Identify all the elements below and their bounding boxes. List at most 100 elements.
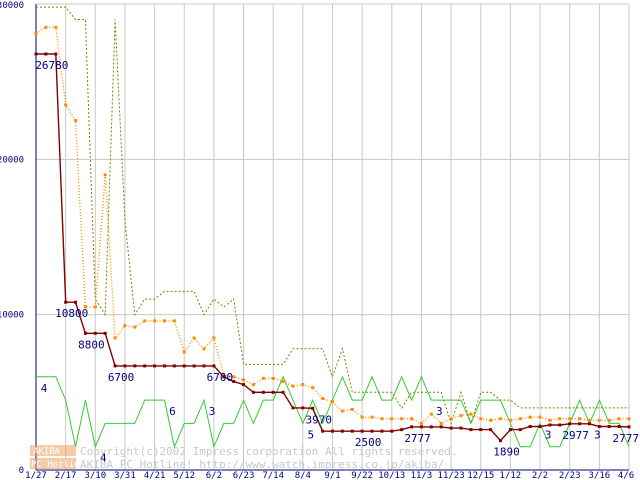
min-point: [350, 429, 354, 433]
average-point: [251, 383, 255, 387]
average-point: [499, 417, 503, 421]
min-point: [400, 428, 404, 432]
average-point: [538, 415, 542, 419]
average-point: [331, 400, 334, 404]
average-point: [479, 417, 483, 421]
min-point: [597, 425, 601, 429]
shop-count-label: 4: [41, 382, 48, 395]
series-max-line: [36, 6, 629, 426]
min-point: [182, 364, 186, 368]
average-point: [74, 119, 78, 122]
min-point: [607, 425, 611, 429]
min-price-label: 2777: [404, 432, 431, 445]
y-tick-label: 30000: [0, 1, 24, 11]
min-point: [528, 425, 532, 429]
min-point: [93, 331, 97, 335]
min-point: [212, 364, 216, 368]
average-point: [419, 421, 423, 425]
average-point: [192, 336, 196, 340]
average-point: [449, 417, 453, 421]
min-point: [429, 425, 433, 429]
min-point: [459, 426, 463, 430]
min-point: [331, 429, 334, 433]
min-point: [281, 390, 285, 394]
shop-count-label: 3: [209, 405, 216, 418]
average-point: [113, 336, 117, 340]
average-point: [548, 418, 552, 422]
min-price-label: 6700: [207, 371, 234, 384]
x-axis-tick-labels: 1/27 2/17 3/10 3/31 4/21 5/12 6/2 6/23 7/14 8/4 9/…: [25, 471, 634, 480]
average-point: [133, 325, 137, 329]
watermark: AKIBA PC Hotline! Copyright(c)2002 Impre…: [30, 445, 458, 471]
min-point: [508, 428, 512, 432]
x-tick-label: 6/2: [206, 471, 222, 480]
watermark-logo-box-2: [30, 458, 76, 469]
min-price-label: 1890: [493, 446, 520, 459]
min-point: [232, 379, 236, 383]
min-price-label: 2777: [613, 432, 640, 445]
min-point: [370, 429, 374, 433]
x-tick-label: 3/10: [84, 471, 106, 480]
min-price-label: 26780: [35, 59, 68, 72]
average-point: [64, 103, 68, 107]
min-point: [311, 406, 315, 410]
average-point: [212, 336, 216, 340]
min-price-label: 2500: [355, 436, 382, 449]
x-tick-label: 4/6: [618, 471, 634, 480]
min-point: [54, 52, 58, 56]
min-point: [360, 429, 364, 433]
min-point: [291, 406, 295, 410]
average-point: [597, 418, 601, 422]
point-labels: 26780 10800 8800 6700 6700 3970 2500 2777 1890 29…: [35, 59, 639, 465]
average-point: [93, 305, 97, 309]
min-point: [518, 428, 522, 432]
x-tick-label: 9/1: [324, 471, 340, 480]
min-point: [439, 425, 443, 429]
average-point: [301, 383, 305, 387]
min-point: [390, 429, 394, 433]
average-point: [627, 417, 631, 421]
x-tick-label: 4/21: [144, 471, 166, 480]
x-tick-label: 1/27: [25, 471, 47, 480]
average-point: [182, 350, 186, 354]
average-point: [162, 319, 166, 323]
average-point: [518, 417, 522, 421]
watermark-logo-2: PC Hotline!: [31, 460, 91, 470]
average-point: [469, 412, 473, 416]
min-price-label: 3970: [305, 413, 332, 426]
min-point: [64, 300, 68, 304]
average-point: [242, 378, 246, 382]
min-point: [34, 52, 38, 56]
average-point: [202, 347, 206, 351]
average-point: [143, 319, 147, 323]
min-point: [44, 52, 48, 56]
x-tick-label: 3/31: [114, 471, 136, 480]
x-tick-label: 2/17: [55, 471, 77, 480]
min-point: [321, 429, 325, 433]
x-tick-label: 8/4: [295, 471, 311, 480]
series-shops-line: [36, 375, 630, 449]
min-point: [271, 390, 275, 394]
min-point: [192, 364, 196, 368]
x-tick-label: 7/14: [262, 471, 284, 480]
min-point: [538, 425, 542, 429]
average-point: [153, 319, 157, 323]
axes: [35, 4, 629, 471]
x-tick-label: 12/15: [467, 471, 494, 480]
average-point: [172, 319, 176, 323]
average-point: [568, 417, 572, 421]
shop-count-label: 3: [545, 428, 552, 441]
min-price-label: 10800: [55, 307, 88, 320]
y-tick-label: 10000: [0, 311, 24, 321]
shop-count-label: 4: [100, 452, 107, 465]
shop-count-label: 6: [169, 405, 176, 418]
x-tick-label: 5/12: [173, 471, 195, 480]
x-tick-label: 9/22: [351, 471, 373, 480]
min-point: [380, 429, 384, 433]
average-point: [459, 414, 463, 418]
average-point: [558, 417, 562, 421]
x-tick-label: 2/23: [559, 471, 581, 480]
average-point: [340, 409, 344, 413]
min-point: [449, 426, 453, 430]
min-point: [222, 375, 226, 379]
